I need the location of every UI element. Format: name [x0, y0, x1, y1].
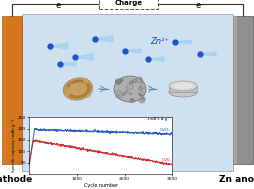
Ellipse shape — [141, 96, 143, 97]
Ellipse shape — [115, 95, 119, 98]
Polygon shape — [124, 49, 140, 53]
Text: Cathode: Cathode — [0, 176, 33, 184]
Ellipse shape — [139, 83, 146, 88]
Ellipse shape — [135, 77, 142, 82]
Text: Charge: Charge — [115, 0, 142, 6]
Bar — [2, 16, 22, 164]
Bar — [22, 14, 232, 171]
Ellipse shape — [64, 86, 71, 94]
Text: e⁻: e⁻ — [55, 2, 65, 11]
Ellipse shape — [138, 87, 142, 90]
Bar — [232, 16, 236, 164]
Ellipse shape — [79, 88, 85, 93]
Ellipse shape — [120, 79, 123, 81]
Polygon shape — [199, 52, 215, 56]
Ellipse shape — [65, 91, 69, 97]
Ellipse shape — [65, 80, 90, 98]
Polygon shape — [50, 43, 68, 49]
Ellipse shape — [129, 93, 132, 95]
Bar — [168, 86, 196, 92]
Polygon shape — [174, 40, 190, 44]
Ellipse shape — [138, 93, 142, 96]
Text: Zn anode: Zn anode — [218, 176, 254, 184]
Ellipse shape — [129, 81, 133, 84]
Ellipse shape — [140, 80, 142, 82]
Ellipse shape — [168, 81, 196, 91]
Ellipse shape — [139, 92, 144, 95]
Ellipse shape — [130, 98, 133, 101]
Ellipse shape — [116, 90, 121, 94]
Text: Zn²⁺: Zn²⁺ — [150, 36, 169, 46]
Text: CVO: CVO — [161, 158, 170, 162]
Ellipse shape — [168, 87, 196, 97]
Ellipse shape — [73, 83, 78, 89]
Ellipse shape — [141, 97, 145, 100]
Ellipse shape — [73, 83, 77, 88]
Ellipse shape — [132, 80, 135, 83]
Ellipse shape — [121, 93, 124, 95]
Text: e⁻: e⁻ — [194, 2, 204, 11]
Ellipse shape — [115, 79, 121, 84]
Ellipse shape — [114, 76, 146, 102]
Ellipse shape — [70, 83, 76, 89]
Text: CVOₓ: CVOₓ — [159, 128, 170, 132]
Ellipse shape — [172, 83, 192, 89]
Ellipse shape — [124, 90, 128, 93]
Bar — [2, 16, 6, 164]
Ellipse shape — [139, 99, 144, 103]
Ellipse shape — [139, 78, 141, 80]
FancyBboxPatch shape — [99, 0, 158, 9]
Ellipse shape — [68, 82, 88, 96]
Polygon shape — [147, 57, 163, 61]
Ellipse shape — [118, 95, 121, 98]
Text: 1mA 5 A g⁻¹: 1mA 5 A g⁻¹ — [147, 117, 170, 122]
X-axis label: Cycle number: Cycle number — [83, 183, 117, 188]
Ellipse shape — [126, 86, 129, 89]
Y-axis label: Specific capacity (mAh g⁻¹): Specific capacity (mAh g⁻¹) — [12, 119, 16, 172]
Polygon shape — [95, 36, 113, 42]
Bar — [232, 16, 252, 164]
Polygon shape — [75, 54, 93, 60]
Ellipse shape — [132, 79, 137, 83]
Ellipse shape — [126, 84, 133, 90]
Ellipse shape — [83, 79, 88, 84]
Ellipse shape — [86, 94, 90, 98]
Ellipse shape — [63, 78, 92, 100]
Polygon shape — [60, 62, 76, 66]
Ellipse shape — [129, 99, 134, 103]
